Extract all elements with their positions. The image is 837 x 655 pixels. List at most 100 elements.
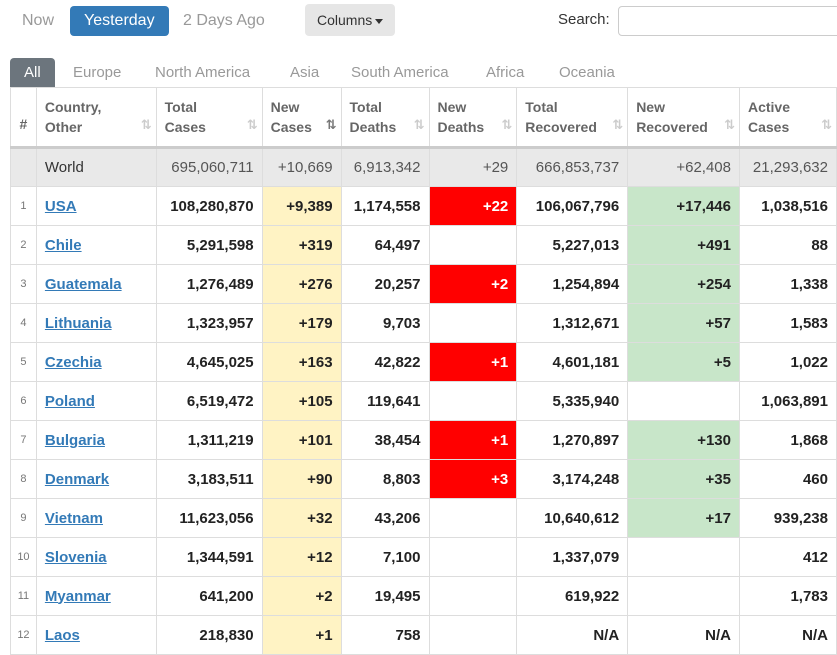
active-cases-cell: 1,783 [738,576,837,616]
row-rank: 12 [10,615,37,655]
total-recovered-cell: 5,227,013 [516,225,629,265]
total-cases-cell: 3,183,511 [155,459,263,499]
header-total-cases[interactable]: Total Cases ⇅ [155,87,263,149]
new-deaths-cell [428,576,518,616]
header-total-deaths[interactable]: Total Deaths ⇅ [340,87,430,149]
sort-desc-icon: ⇅ [325,117,337,132]
total-cases-cell: 5,291,598 [155,225,263,265]
country-cell: USA [35,186,157,226]
total-cases-cell: 6,519,472 [155,381,263,421]
country-cell: Czechia [35,342,157,382]
row-rank: 6 [10,381,37,421]
header-country[interactable]: Country, Other ⇅ [35,87,157,149]
total-deaths-cell: 42,822 [340,342,430,382]
header-new-cases[interactable]: New Cases ⇅ [261,87,342,149]
world-new-recovered: +62,408 [627,147,740,187]
world-country: World [35,147,157,187]
total-recovered-cell: 5,335,940 [516,381,629,421]
country-link[interactable]: Laos [44,626,80,644]
tab-africa[interactable]: Africa [486,64,525,81]
header-rank[interactable]: # [10,87,37,149]
country-link[interactable]: Denmark [44,470,110,488]
header-total-recovered-line2: Recovered [525,119,597,135]
search-label: Search: [558,11,610,28]
total-cases-cell: 1,344,591 [155,537,263,577]
caret-down-icon [375,18,384,24]
active-cases-cell: 1,338 [738,264,837,304]
header-new-deaths-line1: New [437,99,467,115]
header-country-line2: Other [44,119,83,135]
country-link[interactable]: Slovenia [44,548,107,566]
header-country-line1: Country, [44,99,102,115]
row-rank: 11 [10,576,37,616]
tab-all[interactable]: All [10,58,55,87]
world-total-recovered: 666,853,737 [516,147,629,187]
country-link[interactable]: Myanmar [44,587,111,605]
table-row: 1 USA 108,280,870 +9,389 1,174,558 +22 106,067… [10,186,837,226]
active-cases-cell: 1,038,516 [738,186,837,226]
active-cases-cell: 1,868 [738,420,837,460]
country-link[interactable]: Chile [44,236,82,254]
total-deaths-cell: 38,454 [340,420,430,460]
country-cell: Myanmar [35,576,157,616]
country-cell: Denmark [35,459,157,499]
row-rank: 5 [10,342,37,382]
table-row: 10 Slovenia 1,344,591 +12 7,100 1,337,079 412 [10,537,837,577]
header-new-deaths[interactable]: New Deaths ⇅ [428,87,518,149]
total-deaths-cell: 43,206 [340,498,430,538]
tab-now[interactable]: Now [22,12,55,29]
row-rank: 4 [10,303,37,343]
tab-south-america[interactable]: South America [351,64,449,81]
table-row: 2 Chile 5,291,598 +319 64,497 5,227,013 +491 88 [10,225,837,265]
total-deaths-cell: 64,497 [340,225,430,265]
total-recovered-cell: 1,312,671 [516,303,629,343]
header-new-recovered[interactable]: New Recovered ⇅ [627,87,740,149]
tab-asia[interactable]: Asia [290,64,320,81]
header-total-recovered[interactable]: Total Recovered ⇅ [516,87,629,149]
tab-2-days-ago[interactable]: 2 Days Ago [183,12,265,29]
tab-north-america[interactable]: North America [155,64,251,81]
columns-button[interactable]: Columns [305,4,396,36]
search-input[interactable] [618,6,837,36]
new-recovered-cell [627,381,740,421]
covid-table: # Country, Other ⇅ Total Cases ⇅ New Cases ⇅ T… [10,87,837,655]
new-cases-cell: +2 [261,576,342,616]
new-recovered-cell: +35 [627,459,740,499]
country-link[interactable]: Poland [44,392,95,410]
sort-icon: ⇅ [821,117,832,132]
country-cell: Vietnam [35,498,157,538]
active-cases-cell: 460 [738,459,837,499]
header-new-cases-line2: Cases [270,119,312,135]
row-rank: 9 [10,498,37,538]
world-new-deaths: +29 [428,147,518,187]
new-deaths-cell [428,498,518,538]
total-cases-cell: 218,830 [155,615,263,655]
total-recovered-cell: 4,601,181 [516,342,629,382]
new-recovered-cell [627,576,740,616]
country-link[interactable]: Vietnam [44,509,103,527]
country-link[interactable]: Lithuania [44,314,112,332]
row-rank: 7 [10,420,37,460]
tab-europe[interactable]: Europe [73,64,122,81]
new-cases-cell: +105 [261,381,342,421]
country-link[interactable]: Czechia [44,353,102,371]
world-row: World 695,060,711 +10,669 6,913,342 +29 … [10,147,837,187]
country-link[interactable]: Bulgaria [44,431,105,449]
new-deaths-cell: +2 [428,264,518,304]
country-link[interactable]: USA [44,197,77,215]
country-link[interactable]: Guatemala [44,275,122,293]
tab-oceania[interactable]: Oceania [559,64,615,81]
total-cases-cell: 1,276,489 [155,264,263,304]
sort-icon: ⇅ [140,117,152,132]
world-total-cases: 695,060,711 [155,147,263,187]
total-recovered-cell: 3,174,248 [516,459,629,499]
header-active-cases[interactable]: Active Cases ⇅ [738,87,837,149]
header-total-cases-line1: Total [164,99,198,115]
country-cell: Laos [35,615,157,655]
table-row: 8 Denmark 3,183,511 +90 8,803 +3 3,174,248 +35 4… [10,459,837,499]
total-deaths-cell: 119,641 [340,381,430,421]
header-active-cases-line2: Cases [747,119,790,135]
tab-yesterday[interactable]: Yesterday [70,6,169,36]
new-deaths-cell: +1 [428,342,518,382]
row-rank: 2 [10,225,37,265]
